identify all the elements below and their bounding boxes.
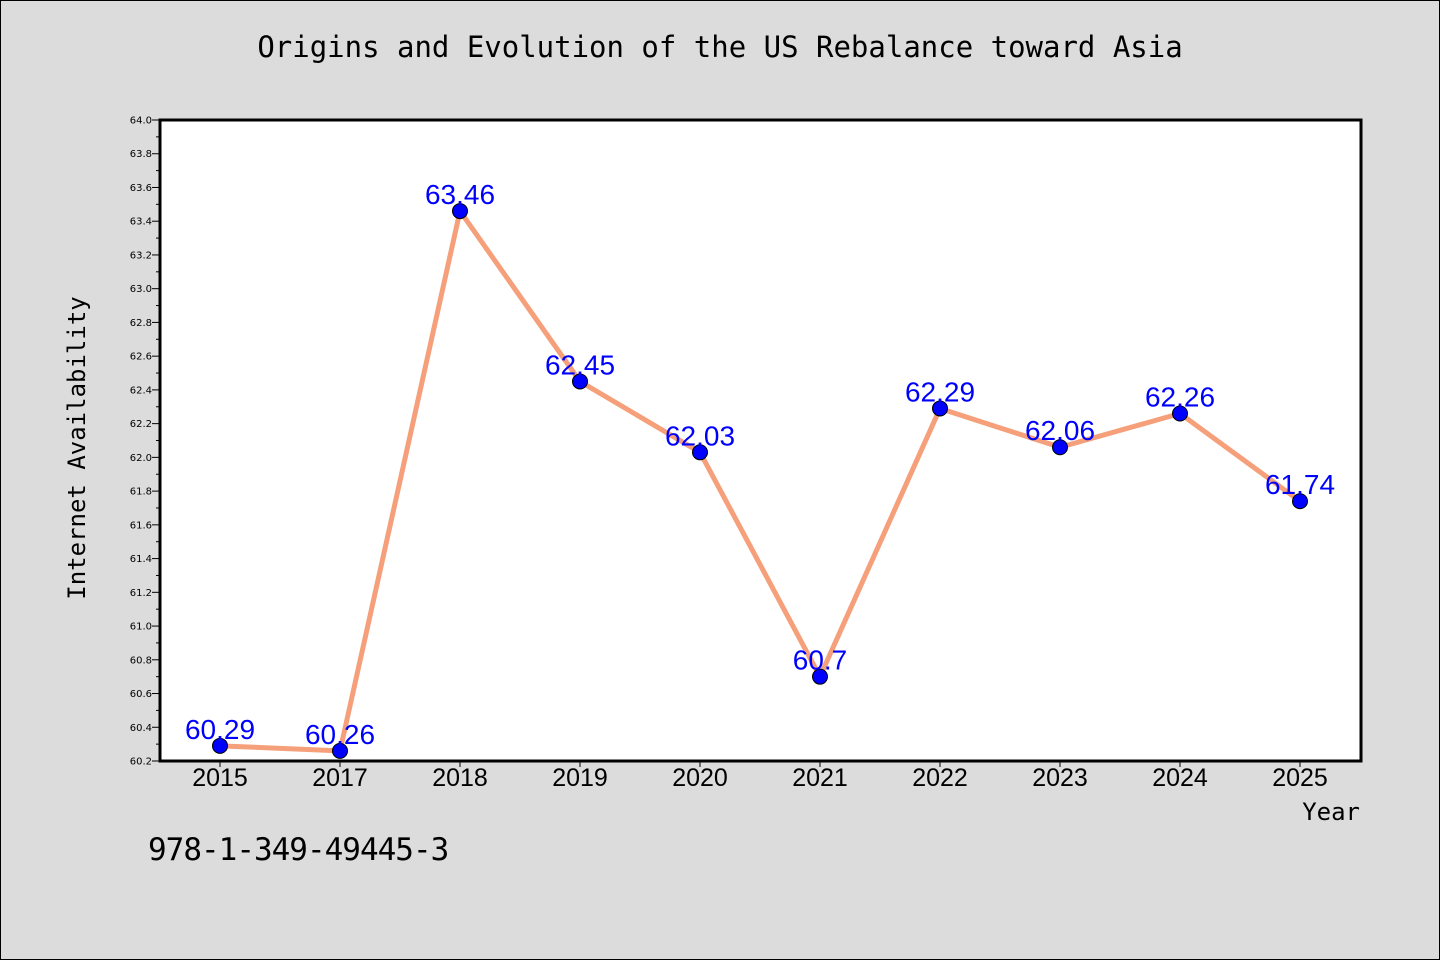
data-point: [1052, 439, 1068, 456]
y-axis: 60.2 60.4 60.6 60.8 61.0 61.2 61.4 61.6 61.8 62.0…: [130, 116, 160, 768]
x-tick-label: 2021: [792, 764, 848, 792]
y-tick-label: 60.2: [130, 757, 152, 768]
data-label: 60.7: [793, 645, 848, 676]
data-label: 62.45: [545, 349, 615, 380]
y-tick-label: 61.6: [130, 520, 152, 531]
plot-area: [158, 118, 1363, 763]
isbn-text: 978-1-349-49445-3: [148, 832, 449, 868]
data-point: [572, 373, 588, 390]
data-label: 62.26: [1145, 382, 1215, 413]
y-tick-label: 63.8: [130, 149, 152, 160]
y-tick-label: 63.0: [130, 284, 152, 295]
data-point: [932, 400, 948, 417]
data-point: [332, 742, 348, 759]
data-point: [452, 203, 468, 220]
x-axis-label: Year: [1302, 798, 1360, 826]
chart-title: Origins and Evolution of the US Rebalanc…: [257, 30, 1183, 64]
data-label: 60.26: [305, 719, 375, 750]
data-point: [812, 668, 828, 685]
y-tick-label: 63.2: [130, 250, 152, 261]
x-tick-label: 2015: [192, 764, 248, 792]
y-tick-label: 61.8: [130, 487, 152, 498]
data-label: 62.06: [1025, 415, 1095, 446]
y-tick-label: 61.0: [130, 622, 152, 633]
data-point: [1292, 493, 1308, 510]
y-tick-label: 62.8: [130, 318, 152, 329]
data-label: 62.03: [665, 420, 735, 451]
y-tick-label: 61.4: [130, 554, 152, 565]
y-tick-label: 62.2: [130, 419, 152, 430]
y-tick-label: 62.0: [130, 453, 152, 464]
series-line: [219, 208, 1302, 754]
y-tick-label: 63.4: [130, 217, 152, 228]
x-tick-label: 2023: [1032, 764, 1088, 792]
x-tick-label: 2018: [432, 764, 488, 792]
data-point: [1172, 405, 1188, 422]
x-tick-label: 2017: [312, 764, 368, 792]
data-label: 62.29: [905, 376, 975, 407]
x-tick-label: 2024: [1152, 764, 1208, 792]
y-tick-label: 62.6: [130, 352, 152, 363]
data-label: 63.46: [425, 179, 495, 210]
y-tick-label: 64.0: [130, 116, 152, 127]
y-tick-label: 60.6: [130, 689, 152, 700]
series-group: 60.29 60.26 63.46 62.45 62.03 60.7 62.29 62.06 6…: [185, 179, 1335, 759]
y-axis-label: Internet Availability: [63, 296, 91, 599]
x-tick-label: 2019: [552, 764, 608, 792]
data-label: 60.29: [185, 714, 255, 745]
y-tick-label: 62.4: [130, 385, 152, 396]
x-tick-label: 2020: [672, 764, 728, 792]
x-axis: 2015 2017 2018 2019 2020 2021 2022 2023 2024 2025: [192, 761, 1328, 792]
data-label: 61.74: [1265, 469, 1335, 500]
data-point: [692, 444, 708, 461]
x-tick-label: 2022: [912, 764, 968, 792]
y-tick-label: 60.4: [130, 723, 152, 734]
y-tick-label: 61.2: [130, 588, 152, 599]
y-tick-label: 60.8: [130, 655, 152, 666]
y-tick-label: 63.6: [130, 183, 152, 194]
data-point: [212, 737, 228, 754]
x-tick-label: 2025: [1272, 764, 1328, 792]
